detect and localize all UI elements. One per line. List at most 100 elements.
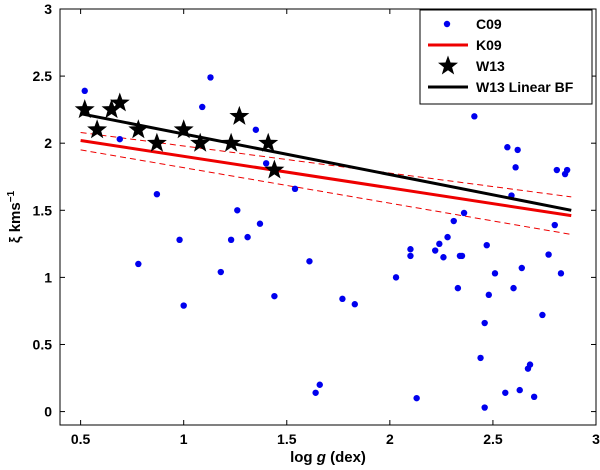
c09-point [407, 246, 414, 253]
y-axis-label: ξ kms−1 [6, 190, 24, 243]
c09-point [545, 251, 552, 258]
x-tick-label: 1 [180, 431, 188, 447]
c09-point [291, 185, 299, 193]
c09-point [262, 160, 270, 167]
x-tick-label: 2 [386, 431, 394, 447]
c09-point [176, 236, 183, 244]
w13-star [146, 132, 167, 152]
c09-point [153, 190, 161, 198]
c09-point [256, 220, 264, 227]
c09-point [252, 126, 260, 133]
c09-point [518, 264, 525, 272]
c09-point [351, 301, 358, 308]
x-tick-label: 0.5 [71, 431, 91, 447]
legend-w13-star [438, 55, 458, 75]
c09-point [563, 166, 571, 174]
w13-fit-line [80, 112, 572, 212]
c09-point [491, 270, 499, 277]
y-tick-label: 1.5 [33, 202, 53, 218]
fit-lines [80, 112, 572, 218]
c09-point [539, 311, 546, 319]
y-axis-label-exp: −1 [6, 190, 17, 202]
w13-star [258, 132, 279, 152]
y-tick-label: 0.5 [33, 336, 53, 352]
w13-star [87, 119, 108, 139]
y-tick-label: 2 [44, 135, 52, 151]
legend-w13-fit-label: W13 Linear BF [476, 79, 574, 95]
legend-w13-label: W13 [476, 58, 505, 74]
w13-star [221, 132, 242, 152]
y-tick-label: 2.5 [33, 68, 53, 84]
c09-point [271, 292, 278, 300]
c09-point [440, 254, 447, 261]
y-tick-label: 3 [44, 1, 52, 17]
w13-star [109, 92, 130, 112]
c09-point [510, 284, 517, 292]
c09-point [458, 252, 466, 260]
c09-point [483, 241, 490, 249]
c09-point [551, 221, 558, 229]
legend-k09-label: K09 [476, 37, 502, 53]
c09-point [432, 247, 439, 254]
k09-band-lower [80, 149, 572, 235]
w13-star [101, 99, 122, 119]
c09-point [553, 166, 561, 174]
x-axis-label-suffix: (dex) [326, 449, 366, 466]
y-axis-label-main: ξ kms [7, 202, 24, 243]
c09-point [512, 164, 519, 171]
legend-entry-c09: C09 [443, 16, 502, 32]
legend-c09-marker [443, 20, 451, 28]
c09-point [244, 233, 251, 241]
w13-star [173, 119, 194, 139]
y-ticks: 0 0.5 1 1.5 2 2.5 3 [33, 1, 596, 420]
c09-point [444, 233, 451, 241]
x-tick-label: 1.5 [277, 431, 297, 447]
c09-point [199, 103, 206, 111]
c09-point [316, 381, 323, 388]
c09-point [227, 236, 235, 244]
c09-point [450, 217, 457, 225]
c09-point [514, 146, 521, 154]
x-tick-label: 3 [592, 431, 600, 447]
w13-stars [74, 92, 285, 179]
c09-point [413, 394, 420, 402]
y-tick-label: 0 [44, 404, 52, 420]
c09-point [116, 135, 123, 143]
c09-point [526, 361, 534, 368]
c09-point [471, 113, 478, 120]
axes-frame [59, 8, 597, 426]
c09-point [407, 252, 414, 260]
w13-star [264, 159, 285, 179]
x-axis-label: log g (dex) [290, 449, 366, 466]
x-axis-label-prefix: log [290, 449, 317, 466]
legend-entry-w13-fit: W13 Linear BF [428, 79, 574, 95]
c09-point [557, 270, 565, 277]
legend-entry-w13: W13 [438, 55, 505, 75]
c09-point [207, 74, 214, 81]
x-axis-label-var: g [316, 449, 326, 466]
w13-star [128, 119, 149, 139]
c09-point [217, 268, 224, 276]
x-tick-label: 2.5 [483, 431, 503, 447]
c09-point [392, 274, 400, 281]
c09-point [180, 302, 187, 309]
k09-line [80, 139, 572, 218]
c09-point [530, 393, 538, 401]
c09-point [485, 291, 492, 299]
c09-point [436, 240, 443, 248]
legend: C09 K09 W13 W13 Linear BF [419, 9, 593, 105]
c09-point [135, 260, 142, 268]
legend-entry-k09: K09 [428, 37, 502, 53]
c09-point [516, 386, 523, 394]
c09-point [481, 319, 488, 327]
x-ticks: 0.5 1 1.5 2 2.5 3 [71, 9, 600, 447]
w13-star [229, 105, 250, 125]
c09-point [477, 354, 484, 362]
c09-point [502, 389, 509, 396]
c09-point [306, 258, 313, 265]
w13-star [190, 132, 211, 152]
c09-point [81, 87, 88, 95]
c09-point [234, 207, 241, 214]
y-tick-label: 1 [44, 269, 52, 285]
